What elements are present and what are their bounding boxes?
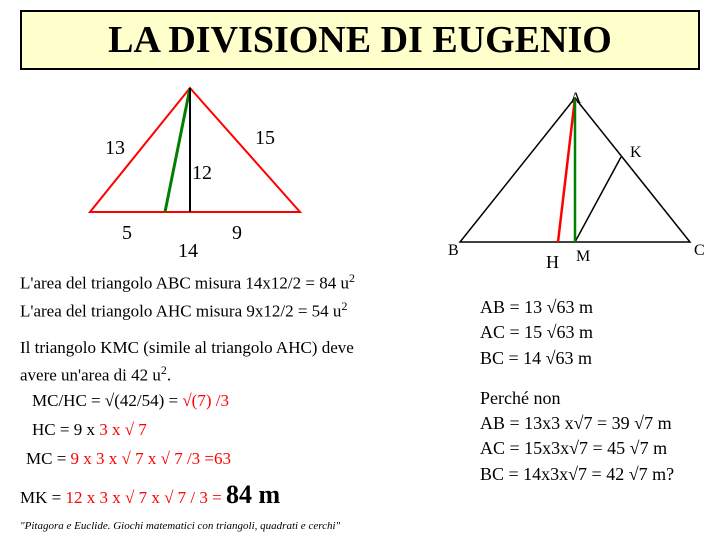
- kmc-line1: Il triangolo KMC (simile al triangolo AH…: [20, 337, 440, 360]
- area-abc-text: L'area del triangolo ABC misura 14x12/2 …: [20, 274, 349, 293]
- mk-pre: MK =: [20, 488, 65, 507]
- label-B: B: [448, 242, 459, 260]
- label-H: H: [546, 252, 559, 273]
- right-triangle-svg: [450, 92, 710, 267]
- mk-line: MK = 12 x 3 x √ 7 x √ 7 / 3 = 84 m: [20, 477, 440, 512]
- hc-pre: HC = 9 x: [32, 420, 99, 439]
- footer-citation: "Pitagora e Euclide. Giochi matematici c…: [20, 520, 340, 532]
- hc-red: 3 x √ 7: [99, 420, 147, 439]
- area-ahc-text: L'area del triangolo AHC misura 9x12/2 =…: [20, 301, 341, 320]
- ac-measure: AC = 15 √63 m: [480, 320, 710, 344]
- label-C: C: [694, 242, 705, 260]
- title-box: LA DIVISIONE DI EUGENIO: [20, 10, 700, 70]
- label-9: 9: [232, 222, 242, 245]
- ab-alt: AB = 13x3 x√7 = 39 √7 m: [480, 411, 710, 435]
- left-text-block: L'area del triangolo ABC misura 14x12/2 …: [20, 270, 440, 514]
- ac-alt: AC = 15x3x√7 = 45 √7 m: [480, 436, 710, 460]
- right-text-block: AB = 13 √63 m AC = 15 √63 m BC = 14 √63 …: [480, 295, 710, 487]
- ratio-line: MC/HC = √(42/54) = √(7) /3: [32, 390, 440, 413]
- kmc-line2: avere un'area di 42 u2.: [20, 362, 440, 388]
- ratio-pre: MC/HC = √(42/54) =: [32, 391, 182, 410]
- mk-result: 84 m: [226, 480, 280, 509]
- mc-pre: MC =: [26, 449, 71, 468]
- ab-measure: AB = 13 √63 m: [480, 295, 710, 319]
- label-5: 5: [122, 222, 132, 245]
- right-triangle-figure: A B C K M H: [450, 92, 700, 267]
- label-12: 12: [192, 162, 212, 185]
- label-K: K: [630, 144, 642, 162]
- bc-alt: BC = 14x3x√7 = 42 √7 m?: [480, 462, 710, 486]
- left-triangle-figure: 13 15 12 5 9 14: [60, 82, 340, 262]
- kmc-area-text: avere un'area di 42 u: [20, 366, 161, 385]
- bc-measure: BC = 14 √63 m: [480, 346, 710, 370]
- label-14: 14: [178, 240, 198, 263]
- hc-line: HC = 9 x 3 x √ 7: [32, 419, 440, 442]
- label-15: 15: [255, 127, 275, 150]
- label-13: 13: [105, 137, 125, 160]
- ratio-red: √(7) /3: [182, 391, 229, 410]
- why-not-heading: Perché non: [480, 386, 710, 410]
- label-A: A: [570, 90, 582, 108]
- page-title: LA DIVISIONE DI EUGENIO: [108, 18, 612, 62]
- mc-red: 9 x 3 x √ 7 x √ 7 /3 =63: [71, 449, 231, 468]
- area-abc-line: L'area del triangolo ABC misura 14x12/2 …: [20, 270, 440, 296]
- label-M: M: [576, 248, 590, 266]
- area-ahc-line: L'area del triangolo AHC misura 9x12/2 =…: [20, 298, 440, 324]
- mk-mid: 12 x 3 x √ 7 x √ 7 / 3 =: [65, 488, 225, 507]
- mc-line: MC = 9 x 3 x √ 7 x √ 7 /3 =63: [26, 448, 440, 471]
